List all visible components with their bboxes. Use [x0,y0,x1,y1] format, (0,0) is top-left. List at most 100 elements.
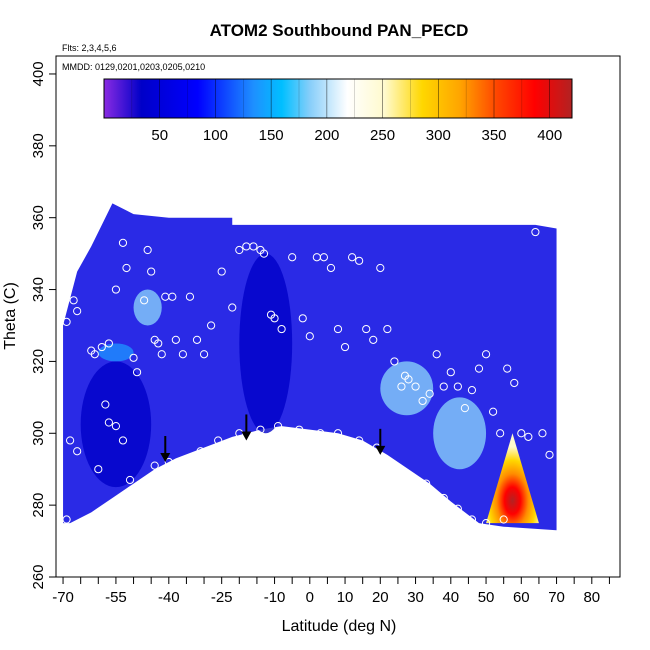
sample-point [111,421,121,431]
sample-point [207,321,216,330]
field-region-3 [433,397,487,470]
sample-point [94,465,103,474]
sample-point [273,421,283,431]
sample-point [256,425,265,434]
sample-point [467,386,477,395]
sample-point [460,404,469,413]
sample-point [425,389,434,398]
sample-point [104,339,113,348]
sample-point [397,382,406,391]
sample-point [355,256,364,265]
flight-arrow [160,436,171,463]
y-axis: 260 280 300 320 340 360 380 400 [30,61,56,590]
sample-point [517,429,526,438]
sample-point [432,350,441,359]
sample-point [376,263,385,273]
x-axis: -70 -55 -40 -25 -10 0 10 20 30 40 50 60 70 80 [52,577,610,606]
sample-point [118,238,128,247]
sample-point [104,418,113,427]
x-tick-label: -25 [211,589,233,606]
sample-point [453,504,462,513]
sample-point [333,429,343,438]
x-tick-label: 30 [407,589,424,606]
colorbar-tick-label: 350 [481,127,506,144]
flights-note: Flts: 2,3,4,5,6 [62,43,117,53]
sample-point [319,253,328,262]
sample-point [196,447,205,456]
sample-point [125,475,135,485]
sample-point [101,400,110,409]
x-tick-label: -40 [158,589,180,606]
x-tick-label: 70 [548,589,565,606]
x-tick-label: -70 [52,589,74,606]
sample-point [217,267,226,276]
sample-point [326,263,336,273]
sample-point [164,457,173,467]
sample-point [503,364,512,373]
y-tick-label: 260 [30,564,47,589]
sample-point [340,342,350,352]
sample-point [199,350,209,359]
plot-frame [55,55,621,578]
x-tick-label: 60 [513,589,530,606]
field-region-0 [80,361,152,488]
sample-point [62,515,71,524]
sample-point [178,461,187,470]
sample-point [439,493,448,503]
sample-point [235,245,244,255]
sample-point [157,350,166,359]
chart-title: ATOM2 Southbound PAN_PECD [210,21,469,40]
sample-point [348,253,357,262]
sample-point [481,350,491,359]
sample-point [122,263,131,273]
sample-point [214,436,223,445]
sample-point [168,292,177,301]
field-region-6 [98,343,134,362]
dates-note: MMDD: 0129,0201,0203,0205,0210 [62,62,205,72]
sample-point [524,432,533,441]
colorbar-tick-label: 150 [259,127,284,144]
sample-point [316,429,325,438]
x-tick-label: 80 [583,589,600,606]
sample-point [467,515,477,524]
field-domain [63,203,557,531]
sample-point [154,339,163,348]
sample-point [404,375,413,384]
sample-point [73,447,82,456]
sample-point [383,324,392,334]
sample-point [288,253,297,262]
sample-point [510,378,519,388]
x-tick-label: -55 [105,589,127,606]
sample-point [97,342,106,352]
colorbar [103,78,573,119]
colorbar-tick-label: 400 [537,127,562,144]
sample-point [73,307,82,316]
sample-point [277,324,286,334]
sample-point [185,292,195,301]
sample-point [140,490,149,499]
sample-point [171,335,180,344]
sample-point [369,335,378,344]
flight-arrow [375,428,386,455]
sample-point [90,350,99,359]
colorbar-tick-label: 300 [426,127,451,144]
x-tick-label: 20 [372,589,389,606]
sample-point [270,314,279,323]
sample-point [192,335,202,344]
colorbar-ticks: 50 100 150 200 250 300 350 400 [131,79,562,144]
y-tick-label: 400 [30,61,47,86]
sample-point [228,303,237,312]
colorbar-tick-label: 50 [151,127,168,144]
sample-point [390,357,399,366]
x-axis-label: Latitude (deg N) [282,618,397,635]
sample-point [132,368,142,377]
sample-point [136,497,145,506]
sample-point [62,317,71,326]
x-tick-label: 40 [442,589,459,606]
sample-point [118,436,128,445]
field-region-2 [380,361,434,416]
x-tick-label: -10 [264,589,286,606]
sample-point [259,249,269,258]
flight-arrow [241,414,252,441]
